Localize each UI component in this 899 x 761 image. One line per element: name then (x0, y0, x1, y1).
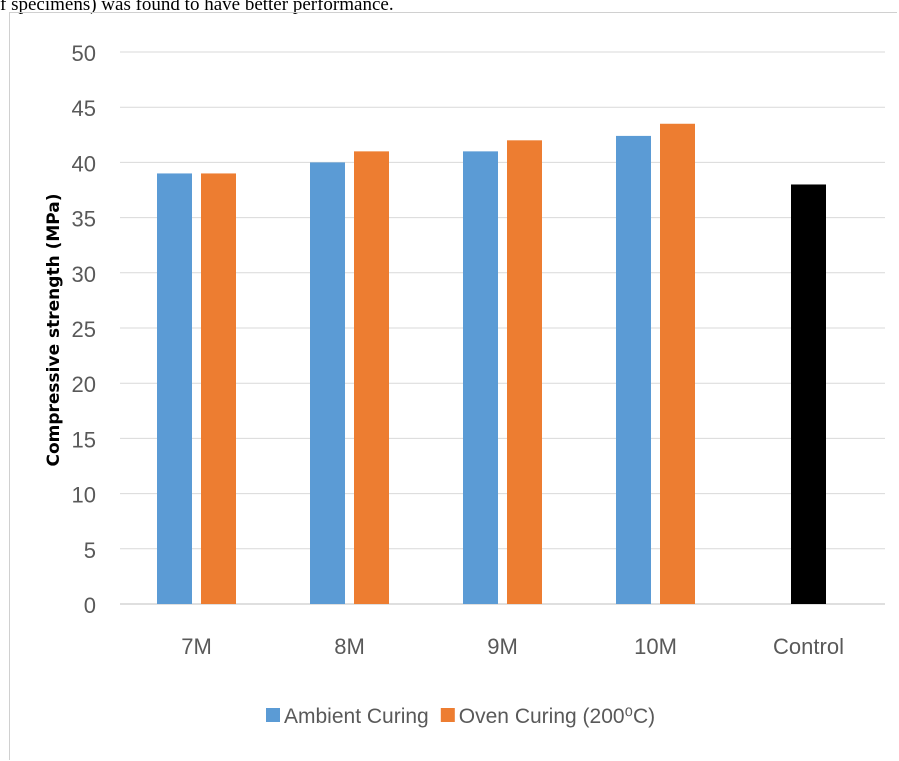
y-tick-label: 5 (84, 538, 96, 563)
y-tick-label: 15 (72, 427, 96, 452)
y-tick-label: 50 (72, 41, 96, 66)
bar-9m-oven (507, 140, 542, 604)
legend-swatch (266, 708, 280, 722)
y-tick-label: 30 (72, 262, 96, 287)
y-axis-label: Compressive strength (MPa) (44, 193, 64, 466)
y-tick-label: 0 (84, 593, 96, 618)
bar-10m-ambient (616, 135, 651, 605)
bar-7m-ambient (157, 173, 192, 604)
x-tick-labels: 7M 8M 9M 10M Control (181, 634, 844, 659)
x-tick-label: 9M (487, 634, 518, 659)
x-tick-label: 10M (634, 634, 677, 659)
bar-7m-oven (201, 173, 236, 604)
chart-frame (9, 12, 897, 760)
x-tick-label: 7M (181, 634, 212, 659)
bar-8m-oven (354, 151, 389, 605)
legend: Ambient Curing Oven Curing (200⁰C) (266, 705, 655, 728)
y-tick-label: 10 (72, 483, 96, 508)
bar-9m-ambient (463, 151, 498, 605)
bars (157, 123, 826, 605)
y-tick-label: 40 (72, 151, 96, 176)
caption-fragment: f specimens) was found to have better pe… (0, 0, 394, 15)
y-tick-label: 35 (72, 207, 96, 232)
x-tick-label: 8M (334, 634, 365, 659)
gridlines (120, 51, 885, 605)
y-tick-label: 45 (72, 96, 96, 121)
bar-control-series (791, 184, 826, 605)
y-tick-labels: 0 5 10 15 20 25 30 35 40 45 50 (72, 41, 96, 618)
y-tick-label: 25 (72, 317, 96, 342)
legend-label: Oven Curing (200⁰C) (459, 705, 655, 728)
bar-8m-ambient (310, 162, 345, 604)
bar-10m-oven (660, 123, 695, 604)
x-tick-label: Control (773, 634, 844, 659)
legend-swatch (440, 708, 455, 722)
y-tick-label: 20 (72, 372, 96, 397)
legend-label: Ambient Curing (284, 705, 429, 728)
